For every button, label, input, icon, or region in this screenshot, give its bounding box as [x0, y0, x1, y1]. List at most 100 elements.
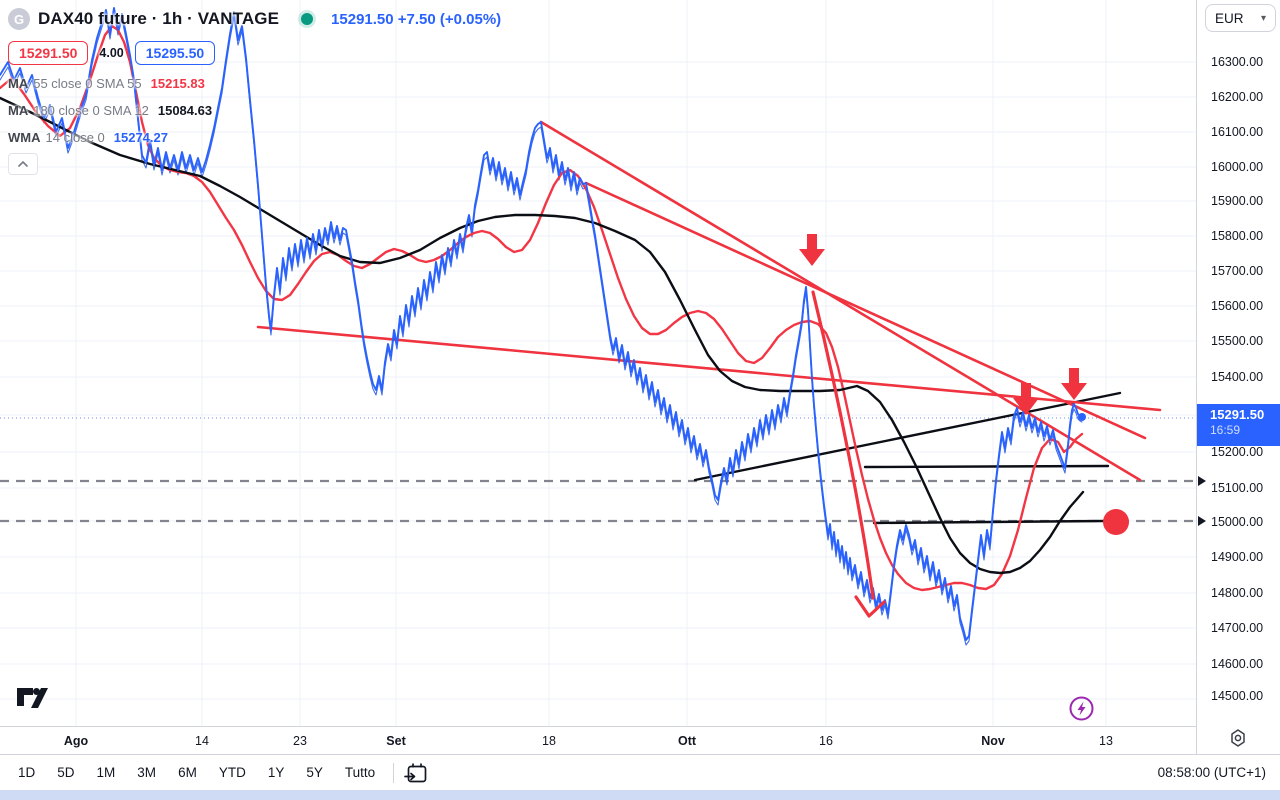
- currency-dropdown[interactable]: EUR ▾: [1205, 4, 1276, 32]
- indicator-name: MA: [8, 75, 29, 91]
- price-tick: 15600.00: [1211, 299, 1264, 313]
- time-tick-ago: Ago: [63, 733, 89, 748]
- symbol-logo[interactable]: G: [8, 8, 30, 30]
- price-tick: 15800.00: [1211, 229, 1264, 243]
- price-tick: 15200.00: [1211, 445, 1264, 459]
- price-tick: 14800.00: [1211, 586, 1264, 600]
- last-price-value: 15291.50: [1210, 407, 1265, 422]
- indicator-row-ma-1[interactable]: MA 180 close 0 SMA 12 15084.63: [8, 100, 501, 120]
- price-chart[interactable]: [0, 0, 1196, 726]
- time-tick-ott: Ott: [677, 733, 697, 748]
- range-button-3m[interactable]: 3M: [137, 765, 157, 780]
- chart-canvas[interactable]: G DAX40 future · 1h · VANTAGE 15291.50 +…: [0, 0, 1196, 726]
- symbol-title[interactable]: DAX40 future · 1h · VANTAGE: [38, 9, 280, 28]
- indicator-params: 14 close 0: [45, 129, 105, 145]
- time-axis[interactable]: Ago 14 23 Set 18 Ott 16 Nov 13: [0, 726, 1196, 754]
- price-tick: 16300.00: [1211, 55, 1264, 69]
- bar-countdown: 16:59: [1210, 423, 1241, 437]
- range-button-1m[interactable]: 1M: [96, 765, 116, 780]
- range-button-6m[interactable]: 6M: [178, 765, 197, 780]
- indicator-value: 15274.27: [113, 129, 168, 145]
- range-button-1y[interactable]: 1Y: [267, 765, 285, 780]
- time-tick-13: 13: [1099, 733, 1113, 748]
- range-button-tutto[interactable]: Tutto: [344, 765, 376, 780]
- indicator-params: 55 close 0 SMA 55: [33, 75, 142, 91]
- sell-button[interactable]: 15291.50: [8, 41, 89, 65]
- indicator-row-ma-0[interactable]: MA 55 close 0 SMA 55 15215.83: [8, 73, 501, 93]
- tradingview-logo[interactable]: [16, 686, 48, 713]
- chevron-down-icon: ▾: [1260, 12, 1266, 24]
- session-clock[interactable]: 08:58:00 (UTC+1): [1157, 765, 1266, 780]
- alert-level-marker-icon[interactable]: [1198, 476, 1206, 486]
- range-button-5d[interactable]: 5D: [57, 765, 75, 780]
- price-tick: 14900.00: [1211, 550, 1264, 564]
- red-trendline: [256, 325, 1162, 412]
- chart-legend: G DAX40 future · 1h · VANTAGE 15291.50 +…: [8, 6, 501, 175]
- range-button-5y[interactable]: 5Y: [306, 765, 323, 780]
- last-price-change: 15291.50 +7.50 (+0.05%): [331, 10, 502, 28]
- indicator-legend: MA 55 close 0 SMA 55 15215.83 MA 180 clos…: [8, 73, 501, 147]
- time-tick-nov: Nov: [981, 733, 1005, 748]
- time-tick-23: 23: [293, 733, 307, 748]
- price-tick: 16100.00: [1211, 125, 1264, 139]
- price-axis[interactable]: EUR ▾ 16300.00 16200.00 16100.00 16000.00 15…: [1196, 0, 1280, 754]
- range-button-1d[interactable]: 1D: [18, 765, 36, 780]
- red-trendline: [539, 120, 1142, 482]
- last-price-dot: [1078, 413, 1086, 421]
- currency-label: EUR: [1215, 10, 1244, 26]
- bottom-scroll-strip[interactable]: [0, 790, 1280, 800]
- price-tick: 14700.00: [1211, 621, 1264, 635]
- price-tick: 15700.00: [1211, 264, 1264, 278]
- price-tick: 16200.00: [1211, 90, 1264, 104]
- red-circle-marker: [1103, 509, 1129, 535]
- black-trendline: [872, 519, 1105, 525]
- red-diagonal-arrow: [811, 290, 875, 600]
- go-to-date-button[interactable]: [404, 762, 428, 784]
- time-tick-18: 18: [542, 733, 556, 748]
- range-button-ytd[interactable]: YTD: [218, 765, 246, 780]
- price-line: [0, 7, 1083, 641]
- indicator-value: 15084.63: [157, 102, 213, 118]
- indicator-name: WMA: [8, 129, 41, 145]
- price-tick: 14600.00: [1211, 657, 1264, 671]
- price-tick: 15000.00: [1211, 515, 1264, 529]
- red-trendline: [584, 181, 1147, 440]
- red-down-arrow: [799, 234, 825, 266]
- buy-button[interactable]: 15295.50: [134, 41, 216, 65]
- time-tick-14: 14: [195, 733, 209, 748]
- black-trendline: [693, 391, 1122, 482]
- price-tick: 15900.00: [1211, 194, 1264, 208]
- market-open-dot[interactable]: [301, 13, 314, 25]
- chevron-up-icon: [18, 161, 28, 167]
- spread-value: 4.00: [99, 46, 124, 60]
- time-tick-set: Set: [386, 733, 406, 748]
- indicator-params: 180 close 0 SMA 12: [33, 102, 149, 118]
- price-tick: 15500.00: [1211, 334, 1264, 348]
- price-tick: 14500.00: [1211, 689, 1264, 703]
- indicator-value: 15215.83: [150, 75, 205, 91]
- black-trendline: [863, 464, 1110, 469]
- price-tick: 15100.00: [1211, 481, 1264, 495]
- indicator-name: MA: [8, 102, 29, 118]
- quick-trade-button[interactable]: [1068, 695, 1095, 722]
- sma-55-line: [0, 24, 1084, 592]
- toolbar-divider: [393, 762, 395, 783]
- collapse-legend-button[interactable]: [8, 153, 38, 175]
- sma-180-line: [0, 96, 1085, 575]
- red-down-arrow: [1013, 383, 1039, 415]
- axis-settings-button[interactable]: [1229, 729, 1247, 752]
- bottom-toolbar: 1D 5D 1M 3M 6M YTD 1Y 5Y Tutto 08:58:00 (UTC+1): [0, 754, 1280, 790]
- price-tick: 16000.00: [1211, 160, 1264, 174]
- indicator-row-wma-2[interactable]: WMA 14 close 0 15274.27: [8, 127, 501, 147]
- gear-icon: [1231, 729, 1245, 747]
- lightning-bolt-icon: [1069, 696, 1094, 721]
- alert-level-marker-icon[interactable]: [1198, 516, 1206, 526]
- tradingview-logo-icon: [17, 688, 48, 708]
- red-down-arrow: [1061, 368, 1087, 400]
- time-tick-16: 16: [819, 733, 833, 748]
- last-price-axis-label: 15291.50 16:59: [1197, 404, 1280, 446]
- calendar-arrow-icon: [404, 763, 427, 782]
- price-tick: 15400.00: [1211, 370, 1264, 384]
- red-diagonal-arrowhead: [854, 595, 886, 618]
